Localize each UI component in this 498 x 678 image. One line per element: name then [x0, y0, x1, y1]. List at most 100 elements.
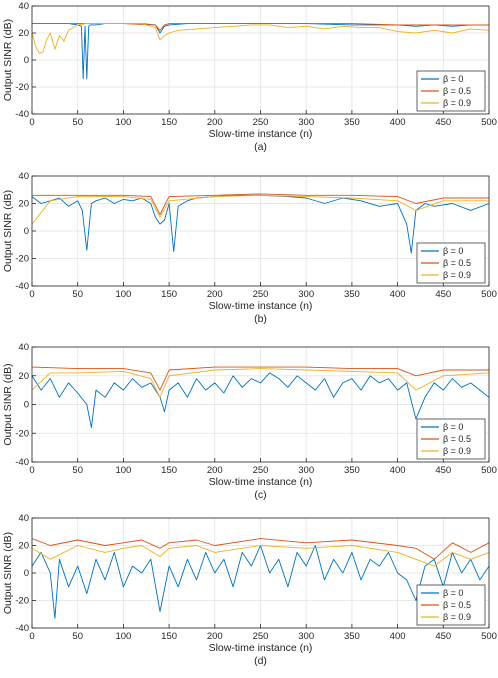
x-tick-label: 100	[115, 117, 131, 128]
y-tick-label: 20	[18, 371, 29, 382]
x-tick-label: 250	[253, 289, 269, 300]
x-tick-label: 300	[298, 117, 314, 128]
legend-label: β = 0	[443, 422, 463, 432]
y-tick-label: -40	[15, 623, 29, 634]
series-line-0	[31, 545, 490, 619]
legend-label: β = 0.9	[443, 446, 471, 456]
panel-caption: (d)	[254, 655, 267, 667]
y-tick-label: 40	[18, 342, 29, 353]
x-tick-label: 100	[115, 631, 131, 642]
y-axis-label: Output SINR (dB)	[2, 19, 14, 101]
x-tick-label: 450	[435, 631, 451, 642]
y-axis-label: Output SINR (dB)	[2, 190, 14, 272]
x-tick-label: 300	[298, 289, 314, 300]
y-axis-label: Output SINR (dB)	[2, 363, 14, 445]
y-tick-label: 40	[18, 171, 29, 182]
x-tick-label: 50	[72, 117, 83, 128]
y-tick-label: 0	[24, 55, 29, 66]
y-tick-label: -20	[15, 254, 29, 265]
series-line-1	[32, 193, 489, 215]
x-tick-label: 150	[161, 465, 177, 476]
x-tick-label: 250	[253, 117, 269, 128]
y-axis-label: Output SINR (dB)	[2, 532, 14, 614]
y-tick-label: 40	[18, 513, 29, 524]
legend-label: β = 0.9	[443, 612, 471, 622]
x-tick-label: 150	[161, 289, 177, 300]
chart-panel-1: 0 50 100 150 200 250 300 350 400 450 500 -40 -20 0 20 4…	[2, 171, 497, 325]
x-tick-label: 500	[481, 289, 497, 300]
x-tick-label: 0	[29, 289, 34, 300]
series-line-2	[31, 368, 490, 398]
series-line-0	[31, 194, 490, 254]
x-tick-label: 100	[115, 289, 131, 300]
x-tick-label: 450	[435, 117, 451, 128]
series-line-2	[31, 545, 490, 567]
y-tick-label: 0	[24, 568, 29, 579]
y-tick-label: 20	[18, 541, 29, 552]
x-tick-label: 350	[344, 289, 360, 300]
series-line-1	[31, 366, 489, 391]
series-line-2	[31, 23, 490, 54]
chart-panel-0: 0 50 100 150 200 250 300 350 400 450 500 -40 -20 0 20 4…	[2, 1, 497, 153]
x-tick-label: 200	[207, 465, 223, 476]
x-tick-label: 0	[29, 631, 34, 642]
y-tick-label: 0	[24, 400, 29, 411]
x-tick-label: 0	[29, 465, 34, 476]
x-axis-label: Slow-time instance (n)	[209, 300, 313, 312]
x-tick-label: 400	[390, 117, 406, 128]
y-tick-label: -40	[15, 109, 29, 120]
x-tick-label: 450	[435, 289, 451, 300]
x-axis-label: Slow-time instance (n)	[209, 476, 313, 488]
x-tick-label: 450	[435, 465, 451, 476]
x-tick-label: 250	[253, 631, 269, 642]
x-axis-label: Slow-time instance (n)	[209, 128, 313, 140]
y-tick-label: 20	[18, 199, 29, 210]
y-tick-label: -40	[15, 281, 29, 292]
legend-label: β = 0.9	[443, 98, 471, 108]
x-tick-label: 150	[161, 631, 177, 642]
chart-panel-3: 0 50 100 150 200 250 300 350 400 450 500 -40 -20 0 20 4…	[2, 513, 497, 667]
x-tick-label: 400	[390, 289, 406, 300]
x-tick-label: 50	[72, 465, 83, 476]
series-line-0	[31, 372, 490, 428]
y-tick-label: -20	[15, 596, 29, 607]
x-tick-label: 500	[481, 117, 497, 128]
y-tick-label: -40	[15, 457, 29, 468]
x-tick-label: 150	[161, 117, 177, 128]
x-tick-label: 200	[207, 631, 223, 642]
x-tick-label: 350	[344, 631, 360, 642]
x-tick-label: 500	[481, 465, 497, 476]
x-tick-label: 100	[115, 465, 131, 476]
x-axis-label: Slow-time instance (n)	[209, 642, 313, 654]
x-tick-label: 200	[207, 289, 223, 300]
x-tick-label: 50	[72, 289, 83, 300]
x-tick-label: 300	[298, 631, 314, 642]
x-tick-label: 200	[207, 117, 223, 128]
x-tick-label: 350	[344, 465, 360, 476]
x-tick-label: 300	[298, 465, 314, 476]
legend-label: β = 0.5	[443, 86, 471, 96]
legend-label: β = 0.5	[443, 434, 471, 444]
panel-caption: (a)	[254, 141, 267, 153]
x-tick-label: 0	[29, 117, 34, 128]
x-tick-label: 500	[481, 631, 497, 642]
y-tick-label: 0	[24, 226, 29, 237]
x-tick-label: 50	[72, 631, 83, 642]
x-tick-label: 400	[390, 465, 406, 476]
legend-label: β = 0	[443, 246, 463, 256]
x-tick-label: 350	[344, 117, 360, 128]
panel-caption: (c)	[254, 489, 266, 501]
y-tick-label: 20	[18, 28, 29, 39]
legend-label: β = 0.9	[443, 270, 471, 280]
legend-label: β = 0.5	[443, 600, 471, 610]
legend-label: β = 0.5	[443, 258, 471, 268]
y-tick-label: -20	[15, 428, 29, 439]
chart-panel-2: 0 50 100 150 200 250 300 350 400 450 500 -40 -20 0 20 4…	[2, 342, 497, 501]
x-tick-label: 400	[390, 631, 406, 642]
series-line-2	[31, 194, 489, 225]
series-line-1	[31, 538, 490, 560]
y-tick-label: -20	[15, 82, 29, 93]
panel-caption: (b)	[254, 313, 267, 325]
x-tick-label: 250	[253, 465, 269, 476]
